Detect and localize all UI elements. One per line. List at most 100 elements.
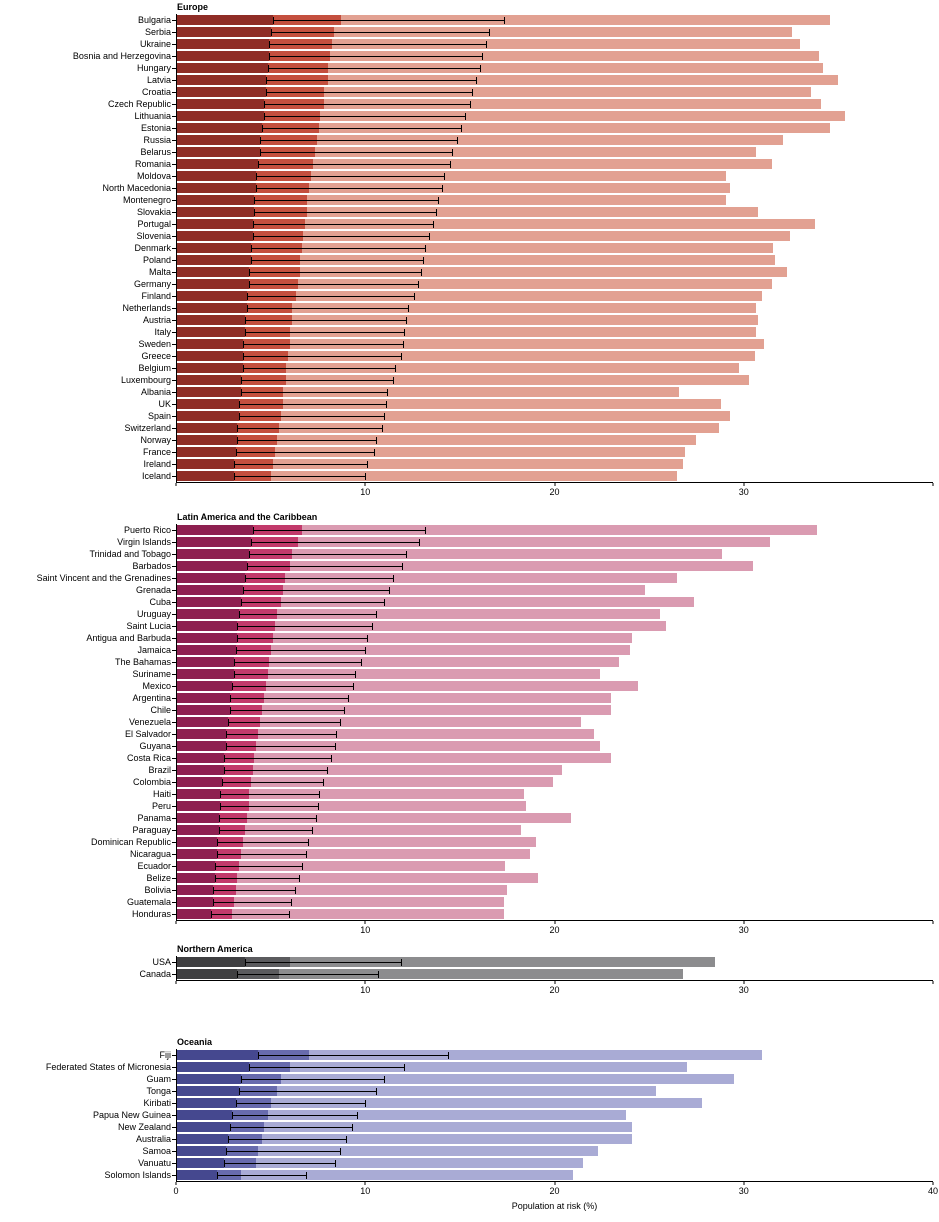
bar-lower-estimate: [177, 813, 219, 823]
x-axis-oceania: 0 10 20 30 40: [173, 1181, 938, 1197]
chart-row: Austria: [143, 314, 932, 326]
y-axis-tick: [172, 793, 177, 795]
bar-lower-estimate: [177, 303, 247, 313]
country-label: Ireland: [143, 459, 171, 469]
chart-row: Saint Lucia: [126, 620, 932, 632]
chart-row: Bosnia and Herzegovina: [73, 50, 932, 62]
chart-row: Dominican Republic: [91, 836, 932, 848]
y-axis-tick: [172, 685, 177, 687]
bar-lower-estimate: [177, 363, 244, 373]
bar-lower-estimate: [177, 585, 244, 595]
chart-row: Federated States of Micronesia: [46, 1061, 932, 1073]
chart-row: Puerto Rico: [124, 524, 932, 536]
y-axis-tick: [172, 529, 177, 531]
confidence-interval-whisker: [216, 839, 310, 846]
chart-row: Iceland: [142, 470, 932, 482]
confidence-interval-whisker: [258, 161, 451, 168]
bar-lower-estimate: [177, 825, 219, 835]
x-axis-tick: [932, 1182, 934, 1185]
country-label: Trinidad and Tobago: [89, 549, 171, 559]
x-axis-northern-america: 10 20 30: [175, 980, 934, 996]
bar-lower-estimate: [177, 765, 225, 775]
country-label: Federated States of Micronesia: [45, 1062, 171, 1072]
confidence-interval-whisker: [248, 269, 423, 276]
country-label: Germany: [133, 279, 171, 289]
bar-lower-estimate: [177, 351, 244, 361]
chart-row: Russia: [143, 134, 932, 146]
bar-lower-estimate: [177, 147, 261, 157]
bar-upper-estimate: [177, 291, 763, 301]
y-axis-tick: [172, 355, 177, 357]
bar-upper-estimate: [177, 573, 678, 583]
country-label: Mexico: [142, 681, 171, 691]
chart-row: Croatia: [142, 86, 932, 98]
chart-row: Ukraine: [140, 38, 932, 50]
y-axis-tick: [172, 475, 177, 477]
bar-upper-estimate: [177, 861, 506, 871]
x-axis-tick: [175, 981, 177, 984]
chart-row: Romania: [135, 158, 932, 170]
chart-row: Solomon Islands: [104, 1169, 932, 1181]
x-axis-tick-label: 10: [360, 985, 371, 995]
bar-upper-estimate: [177, 399, 721, 409]
y-axis-tick: [172, 1102, 177, 1104]
bar-lower-estimate: [177, 537, 251, 547]
bar-upper-estimate: [177, 315, 759, 325]
bar-upper-estimate: [177, 1062, 687, 1072]
bar-lower-estimate: [177, 549, 249, 559]
x-axis-tick: [364, 483, 366, 486]
bar-lower-estimate: [177, 1134, 228, 1144]
country-label: Colombia: [132, 777, 171, 787]
bar-upper-estimate: [177, 1098, 702, 1108]
bar-upper-estimate: [177, 657, 619, 667]
chart-row: Antigua and Barbuda: [86, 632, 932, 644]
y-axis-tick: [172, 1090, 177, 1092]
confidence-interval-whisker: [246, 293, 415, 300]
y-axis-tick: [172, 961, 177, 963]
confidence-interval-whisker: [226, 731, 338, 738]
x-axis-tick: [364, 1182, 366, 1185]
chart-row: Guam: [146, 1073, 932, 1085]
plot-area-europe: Bulgaria Serbia Ukraine Bosnia and Herzegov…: [73, 14, 932, 482]
x-axis-tick-label: 30: [738, 1186, 749, 1196]
y-axis-tick: [172, 79, 177, 81]
bar-lower-estimate: [177, 1074, 242, 1084]
country-label: Russia: [143, 135, 171, 145]
y-axis-tick: [172, 247, 177, 249]
chart-row: The Bahamas: [115, 656, 932, 668]
chart-row: Slovakia: [137, 206, 932, 218]
bar-upper-estimate: [177, 705, 612, 715]
bar-lower-estimate: [177, 123, 262, 133]
y-axis-tick: [172, 175, 177, 177]
confidence-interval-whisker: [243, 587, 391, 594]
bar-upper-estimate: [177, 471, 678, 481]
country-label: Greece: [141, 351, 171, 361]
y-axis-tick: [172, 283, 177, 285]
country-label: Belize: [146, 873, 171, 883]
y-axis-tick: [172, 1162, 177, 1164]
bar-upper-estimate: [177, 123, 831, 133]
confidence-interval-whisker: [241, 389, 389, 396]
confidence-interval-whisker: [222, 779, 325, 786]
x-axis-tick: [175, 921, 177, 924]
bar-upper-estimate: [177, 375, 749, 385]
confidence-interval-whisker: [229, 707, 346, 714]
chart-row: Finland: [141, 290, 932, 302]
country-label: Switzerland: [124, 423, 171, 433]
x-axis-tick: [932, 483, 934, 486]
y-axis-tick: [172, 271, 177, 273]
country-label: Sweden: [138, 339, 171, 349]
confidence-interval-whisker: [235, 1100, 366, 1107]
bar-lower-estimate: [177, 693, 230, 703]
x-axis-tick-label: 30: [738, 985, 749, 995]
bar-lower-estimate: [177, 1146, 227, 1156]
confidence-interval-whisker: [229, 1124, 353, 1131]
country-label: Portugal: [137, 219, 171, 229]
chart-row: Mexico: [142, 680, 932, 692]
country-label: Serbia: [144, 27, 171, 37]
confidence-interval-whisker: [235, 647, 366, 654]
country-label: Grenada: [135, 585, 171, 595]
x-axis-tick: [554, 921, 555, 924]
x-axis-tick-label: 10: [360, 487, 371, 497]
y-axis-tick: [172, 829, 177, 831]
